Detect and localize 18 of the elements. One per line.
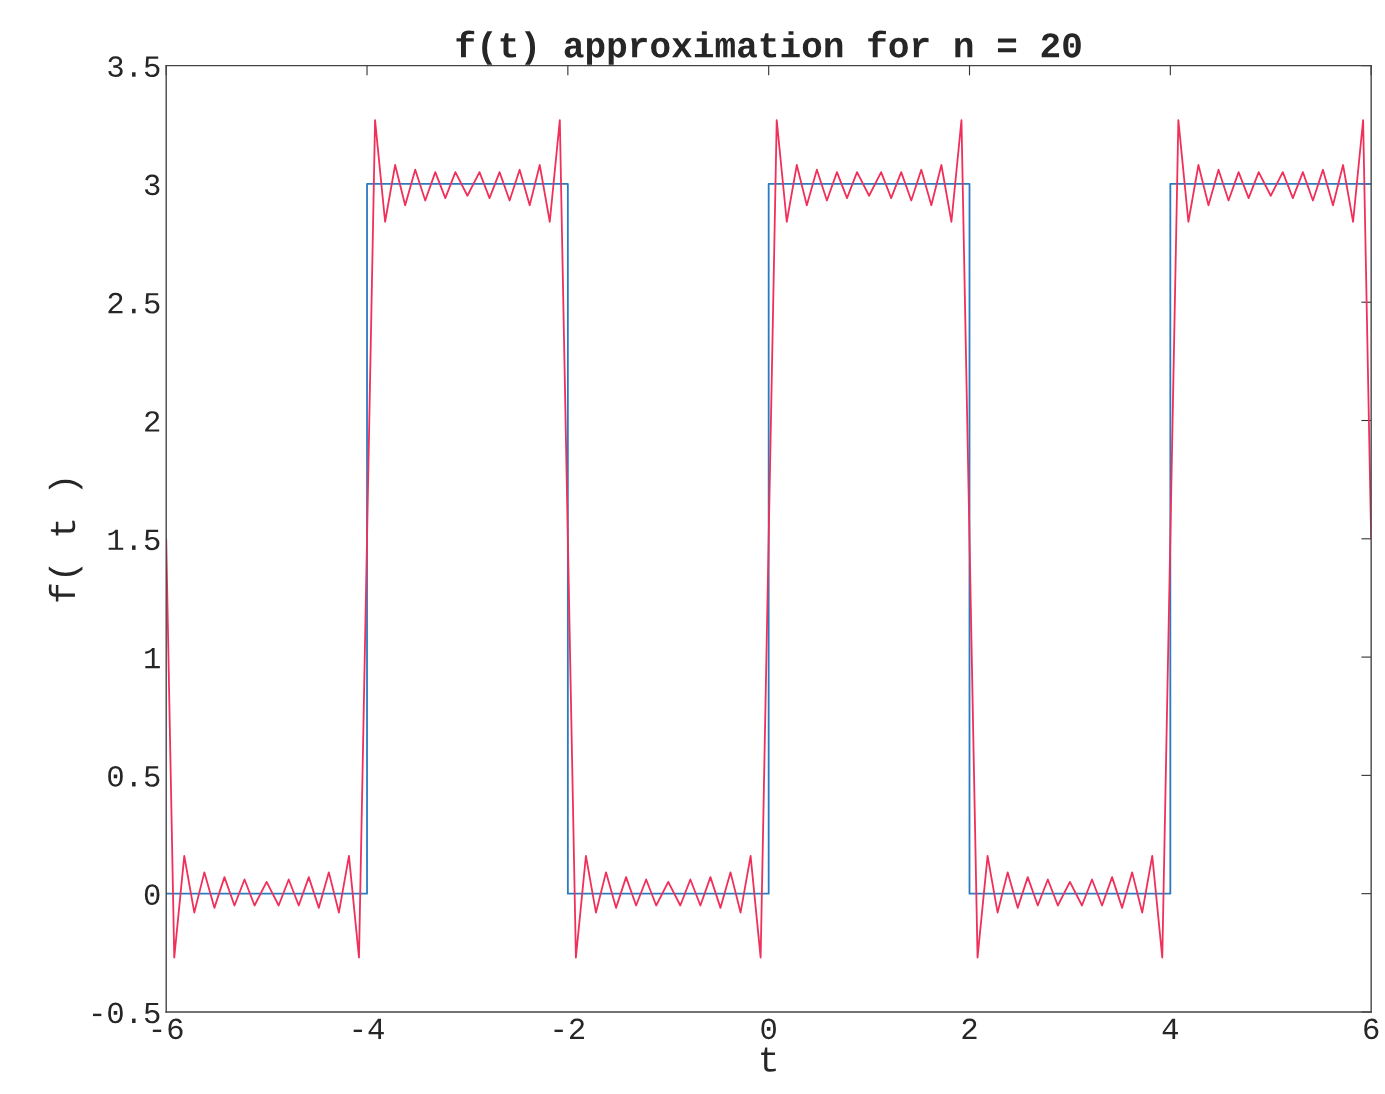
y-axis-title: f( t ) <box>48 479 83 602</box>
y-tick-label: 1 <box>145 648 160 669</box>
y-tick-label: 3.5 <box>108 56 160 78</box>
y-tick-label: 0 <box>144 884 160 906</box>
y-tick-label: 2 <box>145 411 160 432</box>
x-tick-label: 2 <box>962 1018 977 1039</box>
line-series <box>166 119 1372 959</box>
x-tick-label: -2 <box>554 1018 585 1039</box>
y-tick-label: 3 <box>144 174 160 196</box>
x-tick-label: -4 <box>353 1018 384 1039</box>
x-tick-label: 6 <box>1364 1018 1379 1040</box>
x-tick-label: 0 <box>761 1018 776 1040</box>
y-tick-label: 1.5 <box>108 529 160 551</box>
x-tick-label: 4 <box>1162 1018 1178 1039</box>
x-axis-title: t <box>761 1047 776 1072</box>
chart-title: f(t) approximation for n = 20 <box>456 30 1081 65</box>
y-tick-label: 0.5 <box>108 766 160 787</box>
y-tick-label: 2.5 <box>108 292 160 314</box>
